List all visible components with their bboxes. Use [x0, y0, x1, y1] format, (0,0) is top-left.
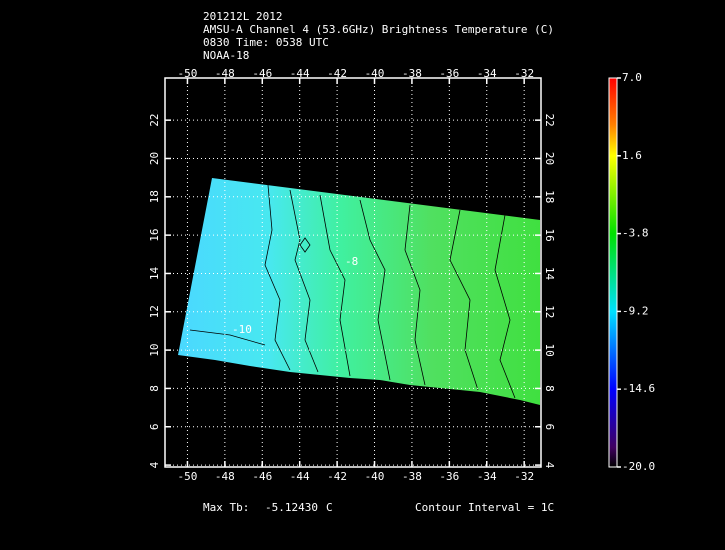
y-tick-label: 6: [543, 423, 556, 430]
x-tick-label: -48: [215, 470, 235, 483]
colorbar: [608, 77, 618, 468]
contour-label: -8: [345, 255, 358, 268]
x-tick-label: -36: [439, 470, 459, 483]
y-tick-label: 22: [148, 114, 161, 127]
x-tick-label: -42: [327, 470, 347, 483]
x-tick-label: -32: [514, 470, 534, 483]
satellite-swath: [178, 178, 540, 405]
y-tick-label: 8: [148, 385, 161, 392]
y-tick-label: 16: [148, 229, 161, 242]
x-tick-label: -50: [178, 470, 198, 483]
x-tick-label: -34: [477, 67, 497, 80]
header-line: AMSU-A Channel 4 (53.6GHz) Brightness Te…: [203, 23, 554, 36]
y-tick-label: 14: [543, 267, 556, 281]
y-tick-label: 10: [543, 343, 556, 356]
x-tick-label: -44: [290, 67, 310, 80]
y-tick-label: 18: [543, 190, 556, 203]
x-tick-label: -44: [290, 470, 310, 483]
x-tick-label: -32: [514, 67, 534, 80]
x-tick-label: -48: [215, 67, 235, 80]
y-tick-label: 4: [543, 462, 556, 469]
y-tick-label: 22: [543, 114, 556, 127]
y-tick-label: 10: [148, 343, 161, 356]
contour-label: -10: [232, 323, 252, 336]
x-tick-label: -34: [477, 470, 497, 483]
colorbar-label: -9.2: [622, 304, 649, 317]
y-tick-label: 14: [148, 266, 161, 280]
x-tick-label: -46: [252, 470, 272, 483]
map-frame: [164, 77, 542, 468]
y-tick-label: 20: [543, 152, 556, 165]
header-line: 201212L 2012: [203, 10, 282, 23]
y-tick-label: 12: [543, 305, 556, 318]
x-tick-label: -46: [252, 67, 272, 80]
colorbar-label: -3.8: [622, 227, 649, 240]
header-line: 0830 Time: 0538 UTC: [203, 36, 329, 49]
colorbar-label: 1.6: [622, 149, 642, 162]
x-tick-label: -42: [327, 67, 347, 80]
max-unit: C: [326, 501, 333, 514]
y-tick-label: 20: [148, 152, 161, 165]
y-tick-label: 16: [543, 229, 556, 242]
max-label: Max Tb:: [203, 501, 249, 514]
x-tick-label: -38: [402, 67, 422, 80]
colorbar-label: -14.6: [622, 382, 655, 395]
y-tick-label: 12: [148, 305, 161, 318]
contour-labels: -10 -8: [232, 255, 358, 336]
max-value: -5.12430: [265, 501, 318, 514]
contours: [189, 184, 516, 399]
x-tick-label: -38: [402, 470, 422, 483]
x-tick-label: -40: [365, 67, 385, 80]
colorbar-label: 7.0: [622, 71, 642, 84]
y-tick-label: 6: [148, 423, 161, 430]
y-tick-label: 18: [148, 190, 161, 203]
header-line: NOAA-18: [203, 49, 249, 62]
contour-interval: Contour Interval = 1C: [415, 501, 554, 514]
colorbar-label: -20.0: [622, 460, 655, 473]
x-tick-label: -36: [439, 67, 459, 80]
y-tick-label: 8: [543, 385, 556, 392]
x-tick-label: -50: [178, 67, 198, 80]
x-tick-label: -40: [365, 470, 385, 483]
y-tick-label: 4: [148, 461, 161, 468]
